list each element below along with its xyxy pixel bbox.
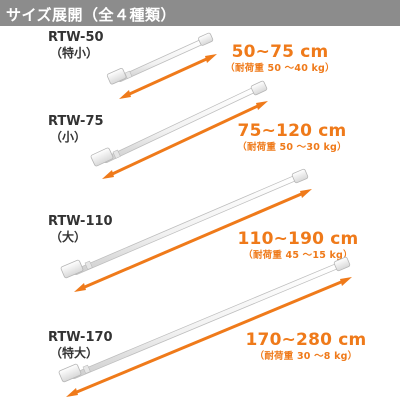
model-code: RTW-110	[48, 214, 113, 229]
length-range: 50~75 cm	[231, 42, 329, 62]
page-title: サイズ展開（全４種類）	[6, 6, 177, 24]
rod-rtw-110	[60, 168, 309, 279]
arrow-rtw-170	[66, 277, 352, 397]
header-bar: サイズ展開（全４種類）	[0, 0, 400, 26]
model-label-rtw-75: RTW-75 （小）	[48, 114, 128, 145]
length-range: 75~120 cm	[237, 121, 347, 141]
load-capacity: （耐荷重 30 ～8 kg）	[254, 351, 358, 362]
rod-rtw-75	[90, 80, 268, 167]
length-range: 170~280 cm	[245, 330, 367, 350]
spec-rtw-170: 170~280 cm （耐荷重 30 ～8 kg）	[236, 330, 376, 363]
model-label-rtw-50: RTW-50 （特小）	[48, 30, 128, 61]
arrow-rtw-110	[74, 189, 312, 292]
load-capacity: （耐荷重 50 ～40 kg）	[225, 63, 335, 74]
spec-rtw-110: 110~190 cm （耐荷重 45 ～15 kg）	[228, 229, 368, 262]
arrow-rtw-75	[102, 101, 268, 179]
model-code: RTW-75	[48, 114, 104, 129]
length-range: 110~190 cm	[237, 229, 359, 249]
model-code: RTW-50	[48, 30, 104, 45]
model-size: （大）	[50, 230, 87, 244]
model-code: RTW-170	[48, 330, 113, 345]
model-label-rtw-170: RTW-170 （特大）	[48, 330, 128, 361]
arrow-rtw-50	[119, 54, 217, 99]
model-size: （特大）	[50, 346, 99, 360]
model-label-rtw-110: RTW-110 （大）	[48, 214, 128, 245]
spec-rtw-75: 75~120 cm （耐荷重 50 ～30 kg）	[222, 121, 362, 154]
model-size: （小）	[50, 130, 87, 144]
load-capacity: （耐荷重 50 ～30 kg）	[237, 142, 347, 153]
spec-rtw-50: 50~75 cm （耐荷重 50 ～40 kg）	[210, 42, 350, 75]
rod-rtw-50	[106, 32, 214, 85]
load-capacity: （耐荷重 45 ～15 kg）	[243, 250, 353, 261]
rod-rtw-170	[58, 256, 351, 383]
model-size: （特小）	[50, 46, 99, 60]
